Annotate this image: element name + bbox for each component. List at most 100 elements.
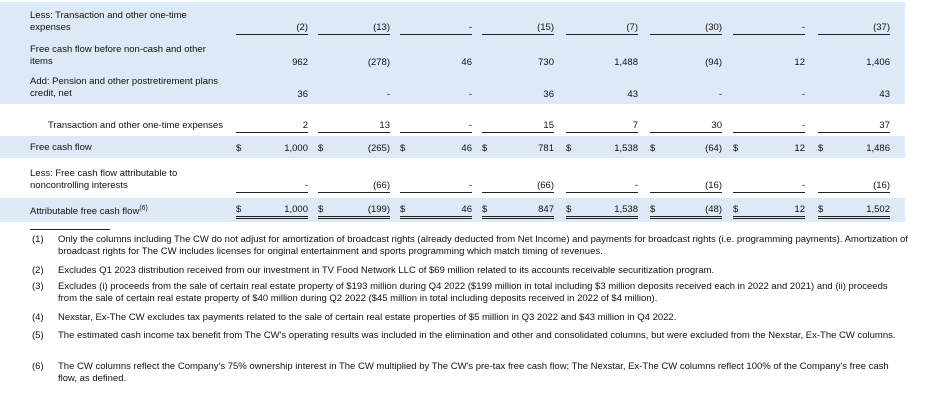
value-cell: $1,486 [818,142,890,155]
value-cell: (16) [650,179,722,193]
value: (64) [705,143,722,154]
value-cell: 962 [236,56,308,69]
value-cell: 37 [818,119,890,133]
value: - [304,180,308,191]
currency: $ [318,204,324,215]
table-row: Less: Free cash flow attributable to non… [0,163,905,196]
value: (199) [367,204,390,215]
value-cell: - [236,179,308,193]
label-text: Transaction and other one-time expenses [48,120,223,131]
value-cell: - [400,21,472,35]
value: (66) [373,180,390,191]
footnote-marker: (6) [32,361,44,372]
value: 1,000 [284,204,308,215]
value-cell: - [318,88,390,101]
value: - [801,22,805,33]
value-cell: (16) [818,179,890,193]
row-label: Free cash flow before non-cash and other… [30,44,230,68]
value: - [801,180,805,191]
footnote-text: Nexstar, Ex-The CW excludes tax payments… [58,312,677,323]
value: - [468,89,472,100]
footnote-text: The estimated cash income tax benefit fr… [58,330,896,341]
value-cell: $46 [400,203,472,219]
value-cell: - [733,179,805,193]
value: 1,538 [614,204,638,215]
value: (37) [873,22,890,33]
label-text: Free cash flow [30,142,92,153]
currency: $ [650,204,656,215]
value: 962 [292,57,308,68]
value-cell: $1,538 [566,142,638,155]
value: (2) [296,22,308,33]
value-cell: 7 [566,119,638,133]
value: 15 [543,120,554,131]
table-row: Less: Transaction and other one-time exp… [0,2,905,38]
value-cell: - [733,119,805,133]
footnote-marker: (5) [32,330,44,341]
value-cell: $ (265) [318,142,390,155]
value: 7 [632,120,638,131]
value: 46 [461,143,472,154]
value-cell: 1,488 [566,56,638,69]
value: 43 [627,89,638,100]
value-cell: 12 [733,56,805,69]
value: (7) [626,22,638,33]
currency: $ [818,204,824,215]
value-cell: 2 [236,119,308,133]
value-cell: 46 [400,56,472,69]
value-cell: $ (64) [650,142,722,155]
value: 2 [302,120,308,131]
value-cell: (278) [318,56,390,69]
value-cell: - [650,88,722,101]
value: 847 [538,204,554,215]
value-cell: - [400,88,472,101]
value: (66) [537,180,554,191]
value-cell: $46 [400,142,472,155]
value: 730 [538,57,554,68]
value: 1,502 [866,204,890,215]
row-label: Attributable free cash flow(6) [30,203,230,218]
currency: $ [818,143,824,154]
value: 43 [879,89,890,100]
table-row: Attributable free cash flow(6) $1,000 $ (19… [0,198,905,222]
value-cell: $12 [733,142,805,155]
value: 781 [538,143,554,154]
value-cell: 30 [650,119,722,133]
value: - [801,89,805,100]
footnote-marker: (2) [32,265,44,276]
table-row: Free cash flow before non-cash and other… [0,38,905,72]
row-label: Less: Transaction and other one-time exp… [30,10,230,34]
value-cell: 13 [318,119,390,133]
footnote-text: Excludes (i) proceeds from the sale of c… [58,281,888,304]
footnote-text: Only the columns including The CW do not… [58,234,908,257]
value: 46 [461,204,472,215]
value: 36 [297,89,308,100]
value-cell: 43 [818,88,890,101]
currency: $ [566,204,572,215]
value: 13 [379,120,390,131]
value: (278) [367,57,390,68]
value: - [801,120,805,131]
value-cell: (66) [482,179,554,193]
currency: $ [482,204,488,215]
value-cell: - [400,119,472,133]
value: (265) [367,143,390,154]
value-cell: 1,406 [818,56,890,69]
row-label: Add: Pension and other postretirement pl… [30,76,230,100]
value: (16) [705,180,722,191]
currency: $ [650,143,656,154]
value: (16) [873,180,890,191]
label-text: Add: Pension and other postretirement pl… [30,76,219,99]
currency: $ [318,143,324,154]
currency: $ [482,143,488,154]
currency: $ [236,204,242,215]
value-cell: - [566,179,638,193]
value-cell: 730 [482,56,554,69]
value: 1,486 [866,143,890,154]
value: - [468,22,472,33]
value: (48) [705,204,722,215]
value-cell: 36 [482,88,554,101]
value-cell: $1,538 [566,203,638,219]
value: (13) [373,22,390,33]
